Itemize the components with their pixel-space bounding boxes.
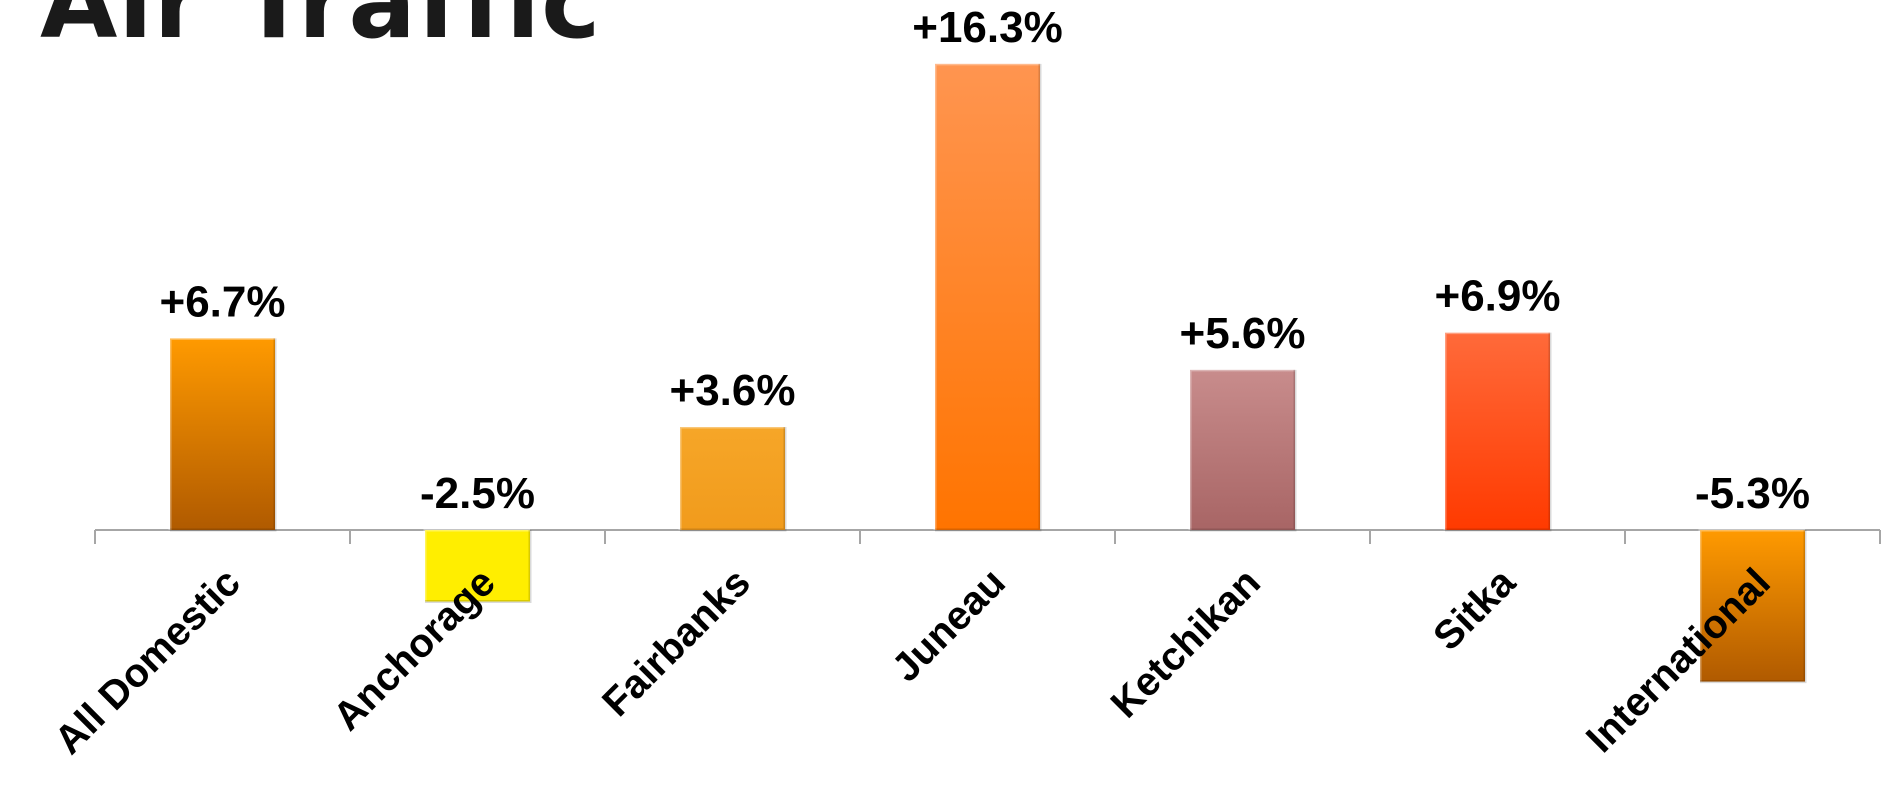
- bar: [678, 425, 787, 532]
- data-label: +5.6%: [1180, 309, 1306, 358]
- bar: [1698, 528, 1807, 684]
- bar-bevel: [1445, 332, 1552, 532]
- category-label: Anchorage: [325, 560, 504, 739]
- data-label: +16.3%: [912, 3, 1062, 52]
- data-label: -2.5%: [420, 469, 535, 518]
- bar-rect: [935, 63, 1040, 530]
- bar-bevel: [680, 427, 787, 532]
- bar-rect: [680, 427, 785, 530]
- bar: [1443, 331, 1552, 532]
- bar-bevel: [425, 530, 532, 603]
- data-label: +6.9%: [1435, 272, 1561, 321]
- bar: [168, 336, 277, 532]
- bar: [933, 62, 1042, 532]
- bar: [1188, 368, 1297, 532]
- category-label: Juneau: [884, 560, 1014, 690]
- category-labels: All Domestic Anchorage Fairbanks Juneau Ketc…: [46, 560, 1778, 763]
- x-axis: [94, 529, 1881, 544]
- bar-bevel: [1188, 368, 1295, 530]
- category-label: Ketchikan: [1103, 560, 1269, 726]
- bar-rect: [1445, 332, 1550, 530]
- bar-bevel: [678, 425, 785, 530]
- bar-bevel: [1190, 369, 1297, 532]
- data-labels: +6.7% -2.5% +3.6% +16.3% +5.6% +6.9% -5.3%: [160, 3, 1810, 518]
- bar-bevel: [1698, 528, 1805, 682]
- bar-rect: [1190, 369, 1295, 530]
- bar-bevel: [935, 63, 1042, 532]
- bar-bevel: [1443, 331, 1550, 530]
- category-label: All Domestic: [46, 560, 248, 762]
- page-title: Air Traffic: [40, 0, 602, 61]
- bar-bevel: [933, 62, 1040, 530]
- category-label: Sitka: [1425, 560, 1524, 659]
- category-label: Fairbanks: [594, 560, 759, 725]
- data-label: -5.3%: [1695, 469, 1810, 518]
- bar-bevel: [168, 336, 275, 530]
- data-label: +6.7%: [160, 277, 286, 326]
- bars: [168, 62, 1807, 684]
- bar-bevel: [423, 528, 530, 602]
- bar-rect: [170, 338, 275, 530]
- data-label: +3.6%: [670, 366, 796, 415]
- bar-bevel: [170, 338, 277, 532]
- bar-bevel: [1700, 530, 1807, 684]
- bar-rect: [1700, 530, 1805, 682]
- bar-rect: [425, 530, 530, 602]
- bar: [423, 528, 532, 603]
